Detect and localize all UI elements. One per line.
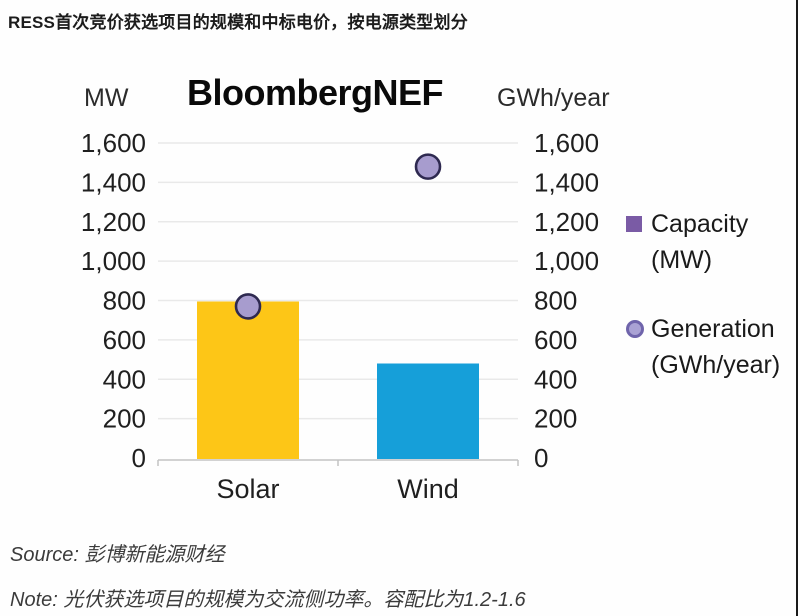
note-line: Note: 光伏获选项目的规模为交流侧功率。容配比为1.2-1.6	[10, 583, 710, 612]
y-axis-tick-label-left: 1,400	[81, 167, 146, 197]
category-label-solar: Solar	[216, 474, 279, 504]
capacity-bar-solar	[197, 301, 299, 459]
legend-capacity-label-line2: (MW)	[651, 246, 713, 274]
bloombergnef-logo-text: BloombergNEF	[186, 72, 444, 113]
legend-generation-label-line1: Generation	[651, 315, 775, 343]
category-label-wind: Wind	[397, 474, 459, 504]
generation-marker-wind	[414, 153, 442, 180]
legend-item-capacity: Capacity (MW)	[626, 206, 796, 278]
y-axis-tick-label-left: 400	[103, 364, 146, 394]
right-axis-unit-label: GWh/year	[497, 84, 610, 112]
legend: Capacity (MW) Generation (GWh/year)	[626, 206, 796, 383]
y-axis-tick-label-right: 600	[534, 325, 577, 355]
generation-circle-icon	[626, 320, 644, 338]
y-axis-tick-label-right: 0	[534, 443, 548, 473]
page-right-border	[796, 0, 798, 616]
legend-capacity-label-line1: Capacity	[651, 210, 749, 238]
y-axis-tick-label-right: 1,600	[534, 128, 599, 158]
source-text: 彭博新能源财经	[84, 544, 225, 566]
page-title: RESS首次竞价获选项目的规模和中标电价，按电源类型划分	[8, 13, 468, 32]
y-axis-tick-label-right: 1,400	[534, 167, 599, 197]
capacity-bar-wind	[377, 363, 479, 459]
source-prefix: Source:	[10, 544, 85, 566]
y-axis-tick-label-right: 1,200	[534, 207, 599, 237]
y-axis-tick-label-left: 1,000	[81, 246, 146, 276]
y-axis-tick-label-right: 400	[534, 364, 577, 394]
note-prefix: Note:	[10, 589, 64, 611]
legend-generation-label-line2: (GWh/year)	[651, 351, 781, 379]
source-line: Source: 彭博新能源财经	[10, 538, 710, 567]
capacity-square-icon	[626, 216, 642, 232]
y-axis-tick-label-right: 1,000	[534, 246, 599, 276]
left-axis-unit-label: MW	[84, 84, 129, 112]
y-axis-tick-label-left: 600	[103, 325, 146, 355]
y-axis-tick-label-left: 0	[132, 443, 146, 473]
y-axis-tick-label-right: 200	[534, 404, 577, 434]
legend-item-generation: Generation (GWh/year)	[626, 311, 796, 383]
note-text: 光伏获选项目的规模为交流侧功率。容配比为1.2-1.6	[63, 589, 526, 611]
y-axis-tick-label-left: 800	[103, 286, 146, 316]
y-axis-tick-label-left: 200	[103, 404, 146, 434]
y-axis-tick-label-right: 800	[534, 286, 577, 316]
y-axis-tick-label-left: 1,200	[81, 207, 146, 237]
generation-marker-solar	[234, 293, 262, 320]
y-axis-tick-label-left: 1,600	[81, 128, 146, 158]
